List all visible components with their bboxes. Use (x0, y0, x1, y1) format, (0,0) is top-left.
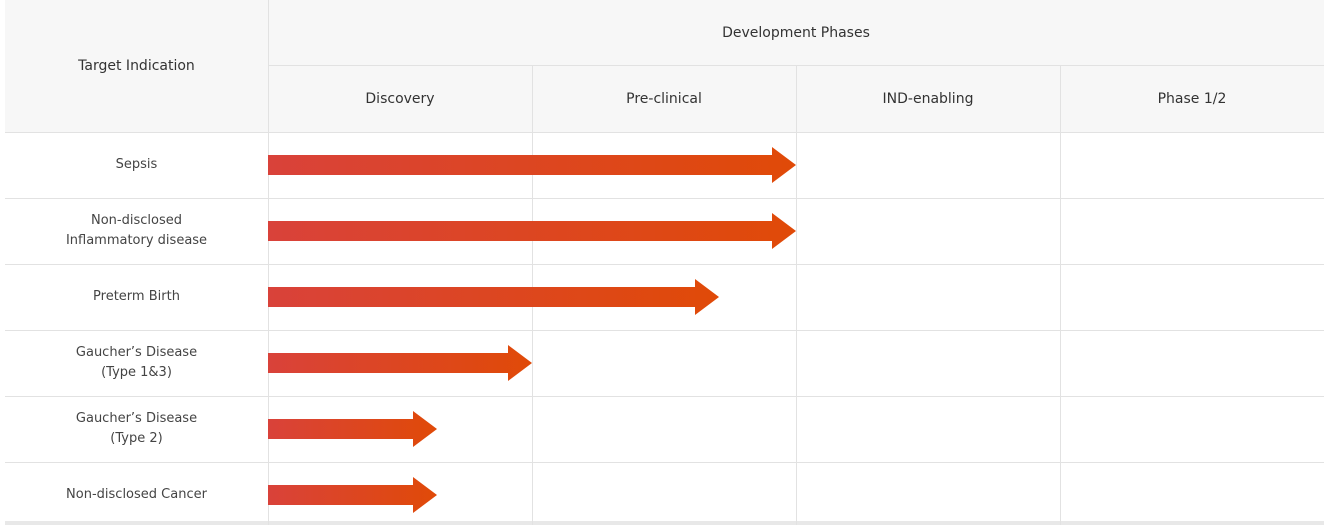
row-divider (5, 330, 1324, 331)
phase-header-phase-1-2: Phase 1/2 (1157, 91, 1227, 107)
progress-arrow-shape (268, 213, 796, 249)
table-header (5, 0, 1324, 132)
target-indication-header: Target Indication (78, 58, 195, 74)
progress-arrow-gaucher-type-2 (268, 411, 437, 447)
development-phases-header: Development Phases (268, 0, 1324, 66)
progress-arrow-non-disclosed-cancer (268, 477, 437, 513)
row-divider (5, 462, 1324, 463)
progress-arrow-shape (268, 279, 719, 315)
phase-header-ind-enabling: IND-enabling (882, 91, 974, 107)
progress-arrow-sepsis (268, 147, 796, 183)
row-divider (5, 198, 1324, 199)
progress-arrow-shape (268, 345, 532, 381)
row-label-gaucher-type-2: Gaucher’s Disease (Type 2) (75, 411, 198, 446)
row-label-preterm-birth: Preterm Birth (93, 289, 180, 304)
progress-arrow-preterm-birth (268, 279, 719, 315)
progress-arrow-shape (268, 411, 437, 447)
progress-arrow-gaucher-type-1-3 (268, 345, 532, 381)
row-divider (5, 264, 1324, 265)
progress-arrow-inflammatory-disease (268, 213, 796, 249)
progress-arrow-shape (268, 147, 796, 183)
row-label-gaucher-type-1-3: Gaucher’s Disease (Type 1&3) (75, 345, 198, 380)
phase-header-pre-clinical: Pre-clinical (626, 91, 702, 107)
row-divider (5, 396, 1324, 397)
phase-header-discovery: Discovery (365, 91, 435, 107)
column-divider (1060, 66, 1061, 525)
row-label-non-disclosed-cancer: Non-disclosed Cancer (66, 487, 207, 502)
pipeline-table: Target Indication Development Phases Dis… (5, 0, 1324, 525)
row-label-inflammatory-disease: Non-disclosed Inflammatory disease (65, 213, 208, 248)
row-label-sepsis: Sepsis (115, 157, 158, 172)
column-divider (268, 0, 269, 525)
column-divider (796, 66, 797, 525)
row-divider (5, 132, 1324, 133)
progress-arrow-shape (268, 477, 437, 513)
